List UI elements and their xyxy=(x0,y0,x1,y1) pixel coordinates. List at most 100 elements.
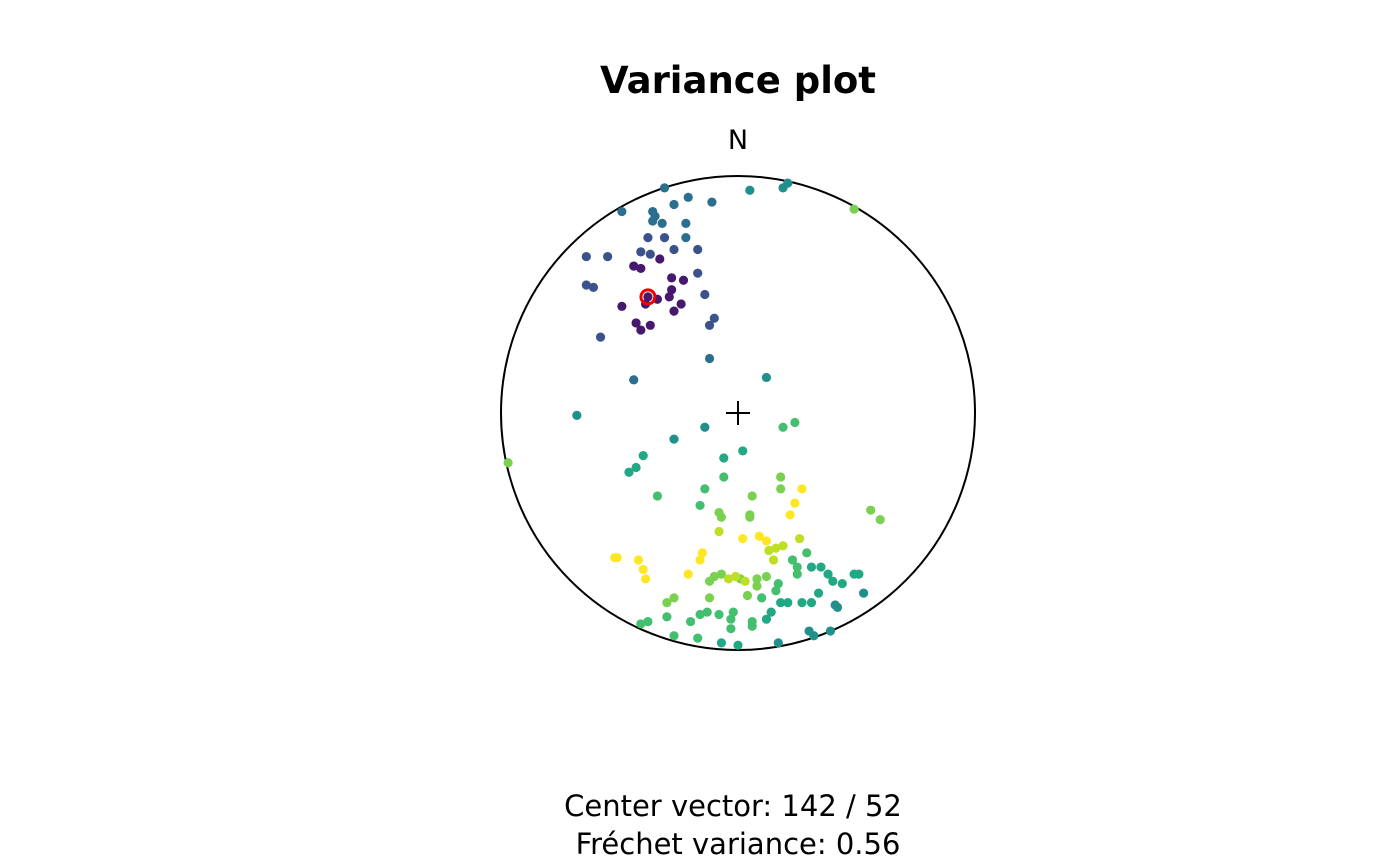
data-point xyxy=(849,204,859,214)
data-point xyxy=(785,510,795,520)
data-point xyxy=(733,640,743,650)
data-point xyxy=(695,609,705,620)
data-point xyxy=(742,590,753,601)
data-point xyxy=(603,251,613,262)
points xyxy=(503,178,885,650)
data-point xyxy=(617,206,627,217)
data-point xyxy=(683,192,693,202)
data-point xyxy=(659,183,670,193)
annotation: Fréchet variance: 0.56 xyxy=(576,827,901,861)
data-point xyxy=(776,472,786,482)
data-point xyxy=(761,614,772,624)
data-point xyxy=(866,505,876,515)
data-point xyxy=(778,541,788,551)
data-point xyxy=(640,574,651,584)
data-point xyxy=(802,548,812,558)
data-point xyxy=(806,562,817,572)
data-point xyxy=(714,526,724,537)
data-point xyxy=(816,562,826,572)
data-point xyxy=(669,434,679,444)
data-point xyxy=(638,451,648,461)
data-point xyxy=(771,586,781,596)
data-point xyxy=(645,320,655,330)
data-point xyxy=(787,555,798,565)
data-point xyxy=(745,185,755,195)
data-point xyxy=(695,555,705,565)
data-point xyxy=(700,422,710,432)
data-point xyxy=(719,453,729,463)
data-point xyxy=(726,614,736,624)
data-point xyxy=(700,289,710,300)
data-point xyxy=(669,244,679,255)
data-point xyxy=(581,280,591,290)
data-point xyxy=(783,598,793,608)
data-point xyxy=(700,484,710,494)
chart-title: Variance plot xyxy=(600,59,876,102)
data-point xyxy=(776,484,786,494)
data-point xyxy=(797,484,807,494)
data-point xyxy=(629,261,639,271)
data-point xyxy=(792,562,802,572)
data-point xyxy=(719,472,729,482)
data-point xyxy=(723,574,734,584)
data-point xyxy=(662,612,672,622)
data-point xyxy=(726,624,736,634)
data-point xyxy=(636,247,646,257)
data-point xyxy=(631,462,641,473)
data-point xyxy=(745,510,755,520)
data-point xyxy=(693,244,703,255)
data-point xyxy=(704,576,715,586)
data-point xyxy=(636,325,646,335)
data-point xyxy=(624,467,634,477)
data-point xyxy=(669,306,679,316)
data-point xyxy=(636,619,646,629)
data-point xyxy=(716,569,727,579)
data-point xyxy=(783,178,793,188)
center-vector xyxy=(639,288,657,306)
data-point xyxy=(667,273,677,283)
data-point xyxy=(813,588,824,598)
data-point xyxy=(832,602,843,612)
data-point xyxy=(636,263,646,274)
data-point xyxy=(633,555,644,565)
data-point xyxy=(693,633,703,643)
data-point xyxy=(731,571,741,582)
data-point xyxy=(638,564,648,575)
data-point xyxy=(738,534,748,544)
data-point xyxy=(588,282,599,292)
data-point xyxy=(747,621,757,631)
data-point xyxy=(828,576,838,586)
data-point xyxy=(503,458,513,468)
data-point xyxy=(752,581,762,591)
data-point xyxy=(754,531,764,541)
data-point xyxy=(761,536,772,546)
data-point xyxy=(686,616,696,627)
data-point xyxy=(655,254,665,264)
data-point xyxy=(669,199,679,210)
data-point xyxy=(790,417,800,428)
data-point xyxy=(669,631,679,641)
data-point xyxy=(716,512,727,522)
data-point xyxy=(643,292,653,302)
data-point xyxy=(657,218,667,228)
data-point xyxy=(797,598,807,608)
data-point xyxy=(752,574,762,584)
data-point xyxy=(617,301,627,311)
data-point xyxy=(676,299,686,309)
data-point xyxy=(707,197,717,207)
data-point xyxy=(631,318,641,328)
data-point xyxy=(702,607,712,617)
data-point xyxy=(709,313,719,323)
data-point xyxy=(809,631,819,641)
data-point xyxy=(875,515,885,525)
data-point xyxy=(790,498,800,508)
data-point xyxy=(761,372,772,383)
data-point xyxy=(662,598,672,608)
data-point xyxy=(704,320,715,330)
data-point xyxy=(747,491,757,501)
data-point xyxy=(854,569,864,579)
data-point xyxy=(695,500,705,511)
data-point xyxy=(572,410,582,420)
